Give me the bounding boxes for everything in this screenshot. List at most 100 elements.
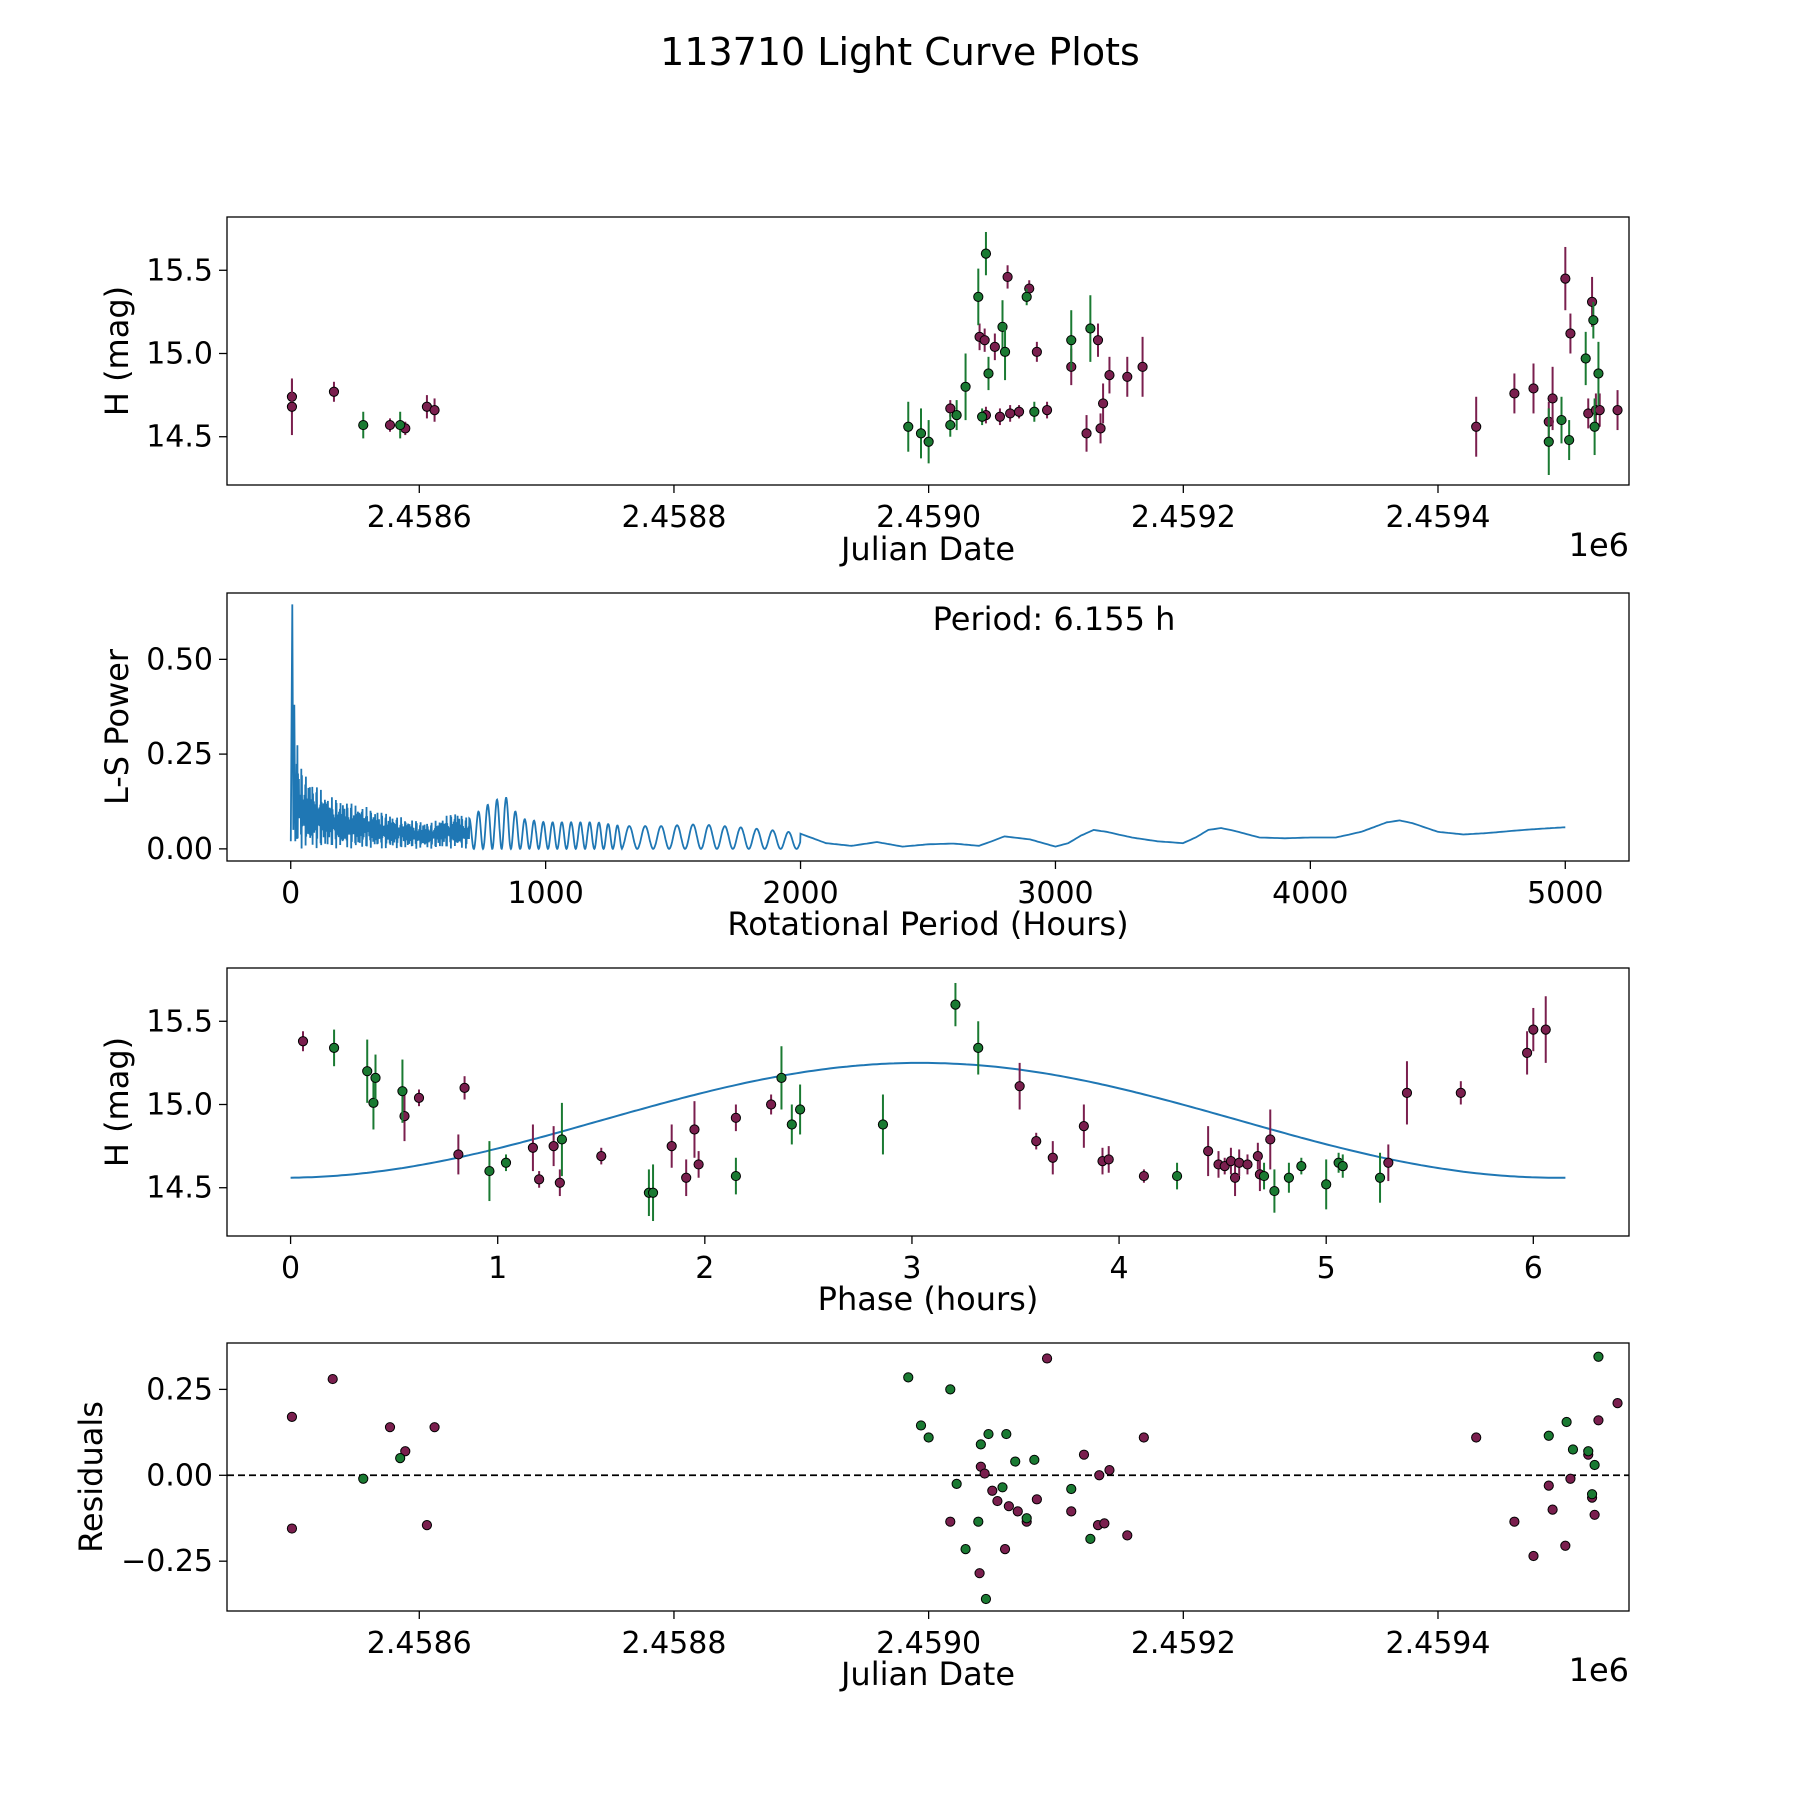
- data-point-g-band: [950, 999, 961, 1010]
- data-point-r-band: [1078, 1121, 1089, 1132]
- data-point-r-band: [527, 1142, 539, 1153]
- data-point-g-band: [395, 1453, 406, 1464]
- data-point-g-band: [980, 248, 992, 259]
- x-tick-label: 2: [695, 1251, 714, 1286]
- y-tick-label: 14.5: [146, 420, 213, 455]
- data-point-r-band: [1586, 296, 1598, 307]
- lightcurve-marks: [286, 231, 1623, 476]
- residuals-panel: 2.4586 2.4588 2.4590 2.4592 2.4594 −0.25 0.00 0…: [72, 1342, 1630, 1693]
- data-point-r-band: [1099, 1518, 1110, 1529]
- lightcurve-xlabel: Julian Date: [839, 530, 1015, 568]
- data-point-g-band: [368, 1097, 379, 1108]
- data-point-g-band: [1593, 368, 1604, 379]
- data-point-r-band: [1031, 1136, 1042, 1147]
- x-tick-label: 2.4586: [367, 1626, 472, 1661]
- data-point-r-band: [1103, 1154, 1114, 1165]
- data-point-g-band: [328, 1042, 340, 1054]
- data-point-r-band: [1003, 1501, 1014, 1512]
- data-point-g-band: [1561, 1416, 1572, 1428]
- data-point-g-band: [362, 1066, 373, 1077]
- data-point-r-band: [945, 1516, 956, 1527]
- data-point-g-band: [730, 1170, 741, 1182]
- x-tick-label: 4: [1110, 1251, 1129, 1286]
- data-point-r-band: [1104, 1465, 1115, 1476]
- periodogram-annotation: Period: 6.155 h: [933, 600, 1176, 638]
- periodogram-frame: [226, 592, 1630, 862]
- data-point-r-band: [1005, 408, 1016, 419]
- y-tick-label: 0.00: [146, 832, 213, 867]
- model-curve: [290, 1061, 1566, 1179]
- data-point-g-band: [923, 436, 934, 447]
- data-point-r-band: [1203, 1146, 1214, 1157]
- data-point-r-band: [1565, 328, 1576, 339]
- data-point-r-band: [689, 1124, 700, 1135]
- data-point-g-band: [1283, 1172, 1295, 1183]
- lightcurve-ylabel: H (mag): [98, 286, 136, 416]
- data-point-g-band: [1543, 436, 1554, 447]
- periodogram-plot-area: [289, 604, 1566, 851]
- data-point-r-band: [1383, 1157, 1394, 1168]
- data-point-r-band: [1031, 1494, 1042, 1505]
- data-point-g-band: [358, 1473, 369, 1484]
- data-point-r-band: [1252, 1150, 1263, 1162]
- data-point-g-band: [1296, 1160, 1307, 1172]
- data-point-r-band: [994, 411, 1006, 422]
- data-point-r-band: [384, 419, 396, 431]
- x-tick-label: 1: [488, 1251, 507, 1286]
- data-point-r-band: [1047, 1152, 1058, 1163]
- figure-title: 113710 Light Curve Plots: [660, 30, 1140, 74]
- data-point-r-band: [1560, 273, 1571, 284]
- data-point-g-band: [1066, 335, 1077, 346]
- residuals-offset-label: 1e6: [1569, 1651, 1629, 1689]
- data-point-g-band: [983, 368, 994, 379]
- data-point-g-band: [1258, 1170, 1270, 1182]
- data-point-r-band: [1014, 1081, 1025, 1092]
- data-point-r-band: [453, 1149, 464, 1160]
- data-point-r-band: [1066, 1506, 1077, 1517]
- data-point-g-band: [1374, 1172, 1386, 1183]
- data-point-r-band: [429, 1422, 440, 1433]
- y-tick-label: 0.50: [146, 642, 213, 677]
- data-point-r-band: [1565, 1473, 1576, 1484]
- data-point-r-band: [1122, 371, 1133, 382]
- data-point-r-band: [987, 1485, 998, 1496]
- data-point-g-band: [960, 381, 971, 392]
- residuals-ticks: 2.4586 2.4588 2.4590 2.4592 2.4594 −0.25 0.00 0…: [121, 1372, 1490, 1661]
- data-point-g-band: [973, 1516, 984, 1527]
- data-point-r-band: [681, 1172, 692, 1183]
- data-point-r-band: [1593, 1415, 1604, 1426]
- x-tick-label: 4000: [1272, 876, 1348, 911]
- data-point-g-band: [1337, 1160, 1348, 1172]
- data-point-g-band: [358, 419, 369, 431]
- phase-ylabel: H (mag): [98, 1037, 136, 1167]
- x-tick-label: 2.4592: [1131, 1626, 1236, 1661]
- x-tick-label: 2.4590: [876, 1626, 981, 1661]
- x-tick-label: 2.4588: [621, 1626, 726, 1661]
- data-point-r-band: [1092, 335, 1104, 346]
- data-point-r-band: [1471, 1432, 1482, 1443]
- data-point-g-band: [1556, 414, 1567, 426]
- residuals-plot-area: [227, 1351, 1629, 1605]
- data-point-g-band: [951, 1478, 962, 1489]
- data-point-g-band: [1580, 353, 1591, 364]
- data-point-g-band: [1543, 1430, 1554, 1441]
- phase-marks: [290, 982, 1566, 1222]
- y-tick-label: 0.00: [146, 1458, 213, 1493]
- data-point-g-band: [973, 1042, 984, 1054]
- data-point-r-band: [421, 1520, 433, 1531]
- data-point-r-band: [1094, 1470, 1105, 1481]
- data-point-g-band: [923, 1432, 934, 1443]
- data-point-g-band: [1066, 1483, 1077, 1495]
- data-point-r-band: [1543, 1480, 1554, 1491]
- data-point-g-band: [903, 1372, 914, 1383]
- data-point-r-band: [1401, 1087, 1413, 1098]
- x-tick-label: 3000: [1017, 876, 1093, 911]
- data-point-r-band: [1594, 404, 1605, 416]
- residuals-ylabel: Residuals: [72, 1401, 110, 1553]
- data-point-g-band: [1010, 1456, 1021, 1467]
- x-tick-label: 2.4592: [1131, 500, 1236, 535]
- data-point-r-band: [596, 1150, 607, 1162]
- data-point-g-band: [983, 1428, 994, 1440]
- data-point-r-band: [1013, 406, 1025, 417]
- data-point-g-band: [786, 1119, 797, 1130]
